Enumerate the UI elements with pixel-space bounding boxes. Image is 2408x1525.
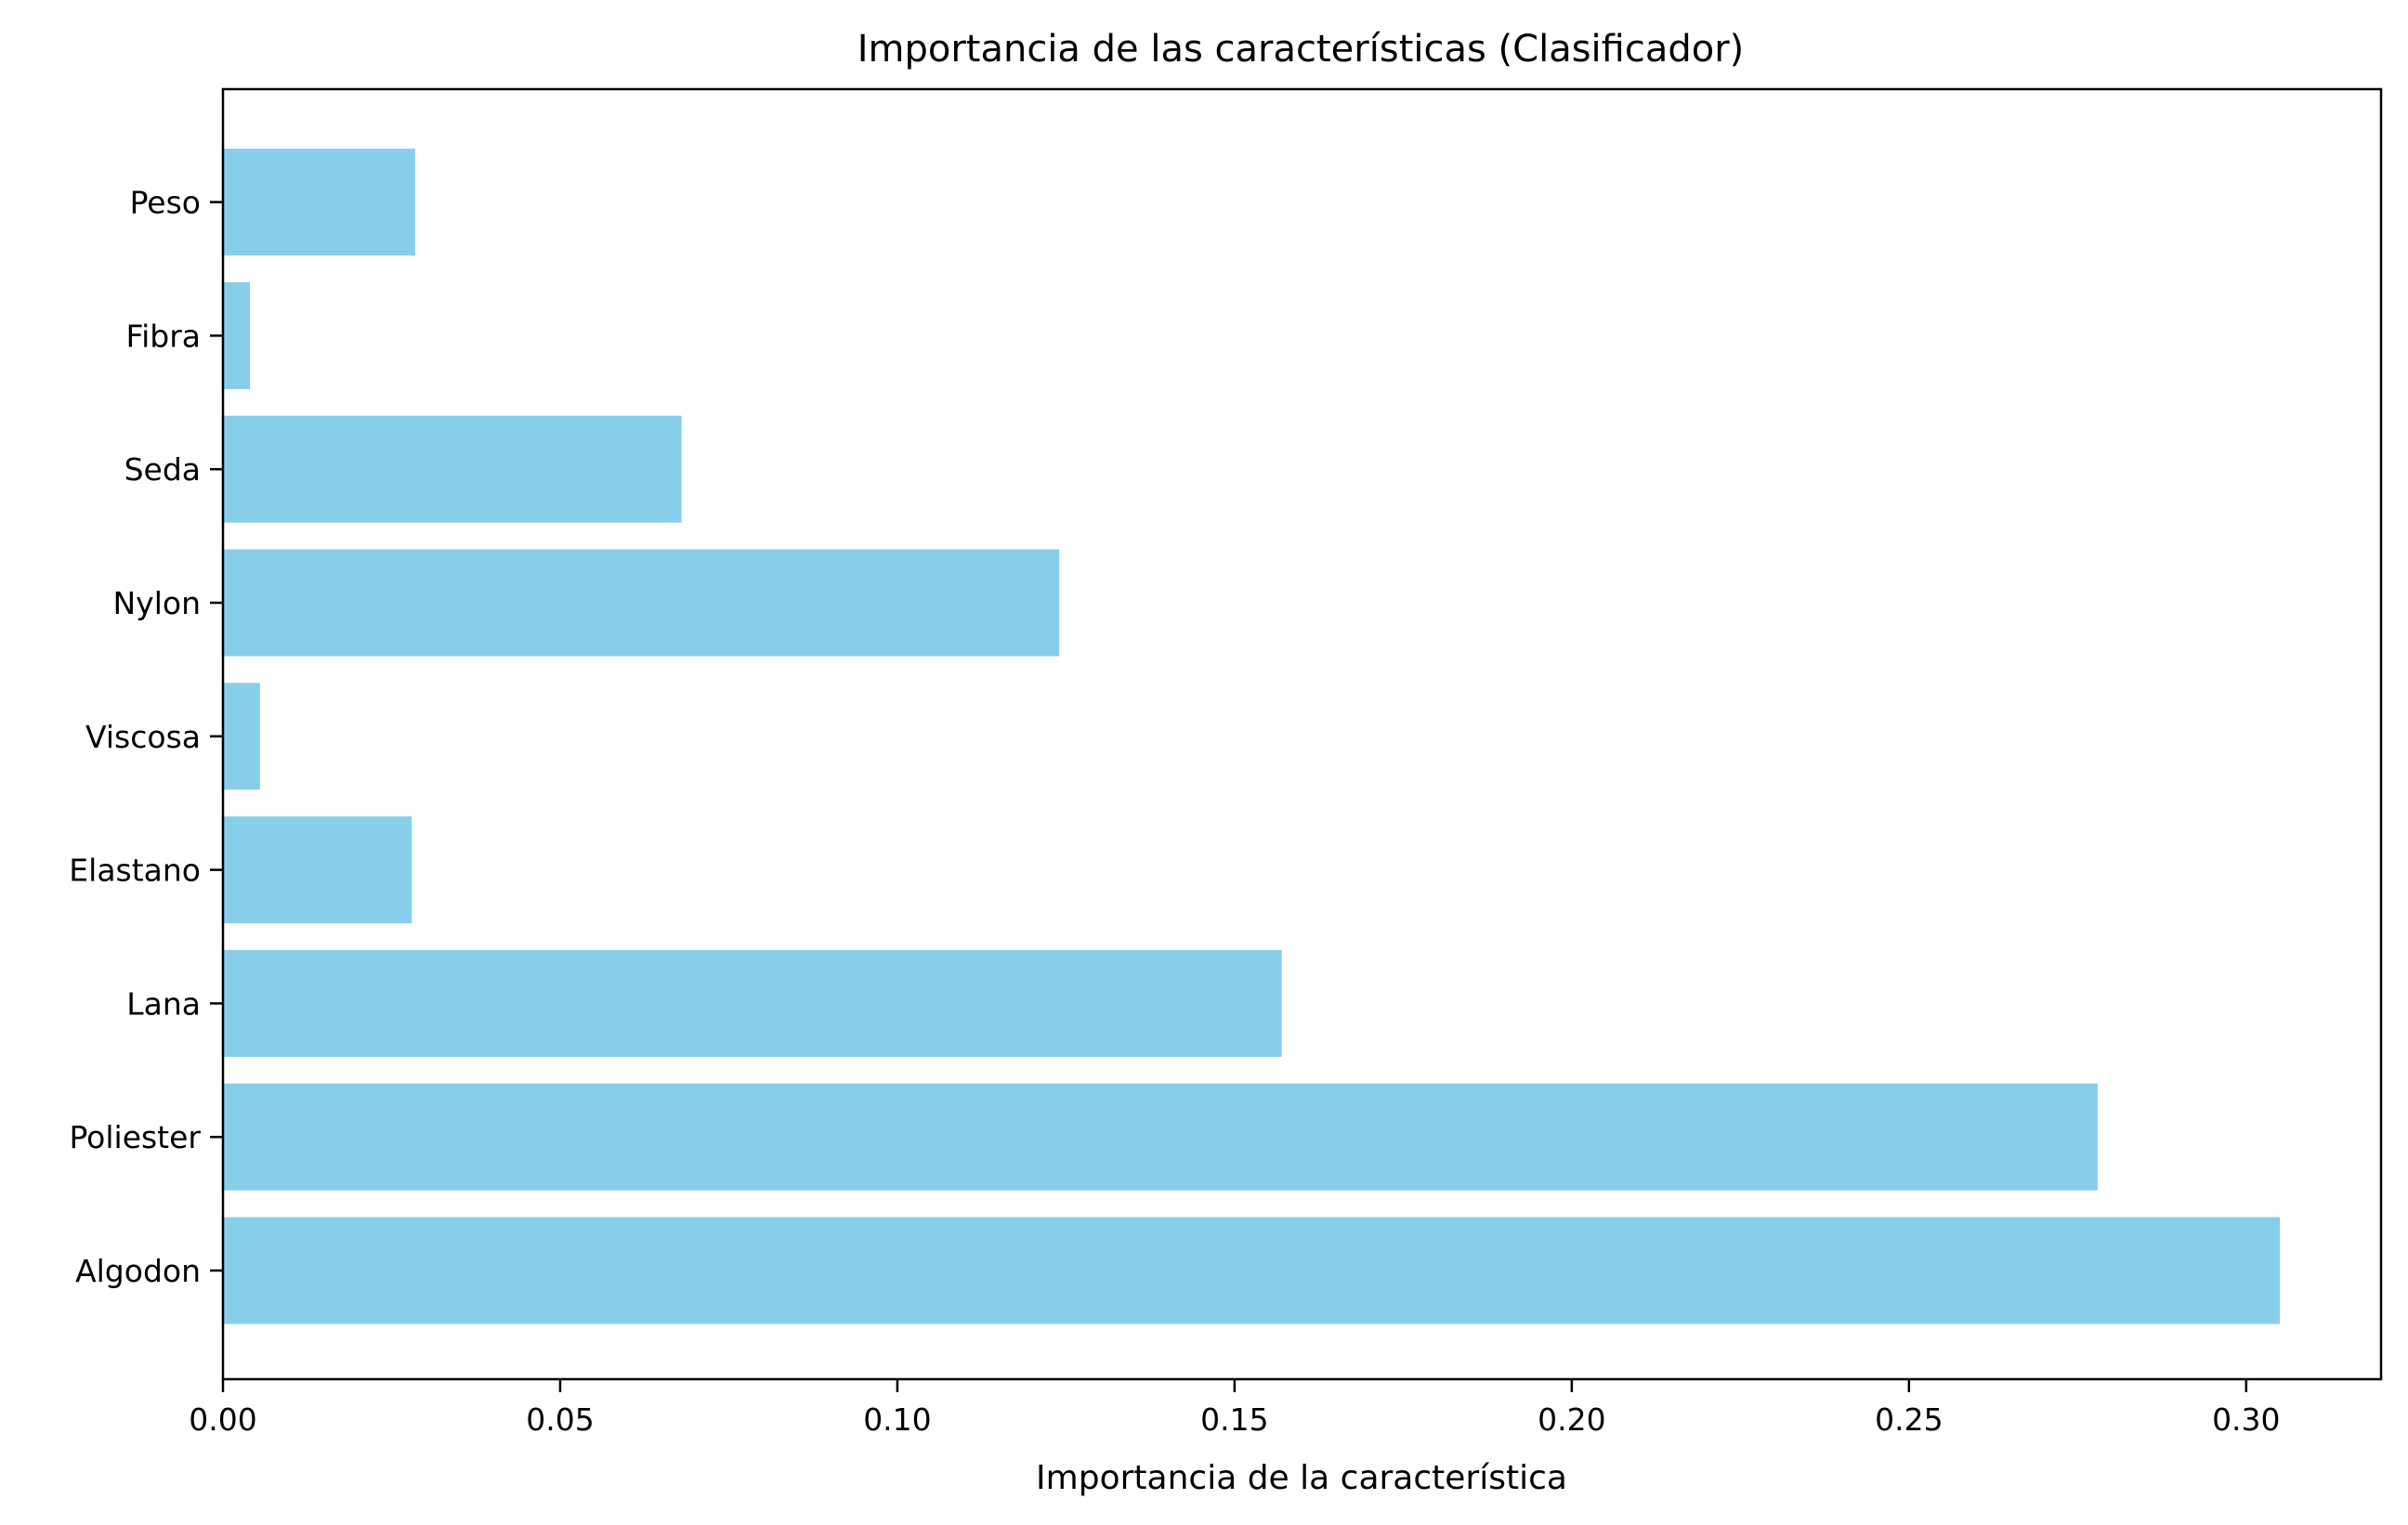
x-axis-label: Importancia de la característica — [1036, 1459, 1567, 1497]
y-tick-label: Fibra — [126, 318, 202, 354]
y-tick-label: Lana — [126, 985, 201, 1022]
bar-nylon — [223, 549, 1060, 657]
x-tick-label: 0.00 — [189, 1401, 256, 1438]
x-tick-label: 0.30 — [2212, 1401, 2280, 1438]
bar-lana — [223, 949, 1282, 1057]
bar-viscosa — [223, 683, 260, 790]
y-tick-label: Viscosa — [85, 719, 201, 755]
x-tick-label: 0.15 — [1200, 1401, 1268, 1438]
bar-group — [223, 149, 2281, 1324]
x-tick-label: 0.20 — [1538, 1401, 1605, 1438]
y-tick-label: Peso — [130, 185, 201, 221]
x-axis-ticks: 0.00 0.05 0.10 0.15 0.20 0.25 0.30 — [189, 1379, 2281, 1438]
bar-algodon — [223, 1217, 2281, 1324]
plot-frame — [221, 87, 2383, 1381]
y-tick-label: Seda — [124, 451, 201, 488]
bar-poliester — [223, 1083, 2099, 1191]
bar-seda — [223, 415, 682, 523]
y-tick-label: Elastano — [69, 853, 201, 889]
chart-title: Importancia de las características (Clas… — [857, 28, 1745, 71]
bar-elastano — [223, 816, 412, 924]
bar-peso — [223, 149, 415, 256]
bar-fibra — [223, 281, 251, 389]
y-tick-label: Poliester — [69, 1119, 201, 1155]
y-tick-label: Algodon — [75, 1253, 201, 1289]
y-tick-label: Nylon — [113, 585, 202, 621]
x-tick-label: 0.05 — [526, 1401, 594, 1438]
x-tick-label: 0.10 — [863, 1401, 931, 1438]
x-tick-label: 0.25 — [1875, 1401, 1943, 1438]
y-axis-ticks: Algodon Poliester Lana Elastano Viscosa Nylon… — [69, 185, 223, 1289]
